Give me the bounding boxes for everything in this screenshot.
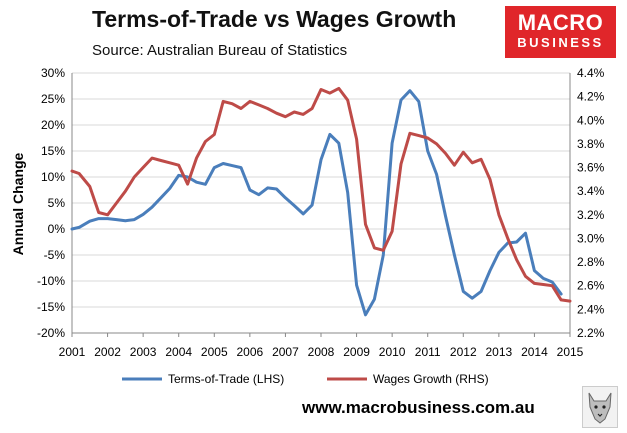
x-tick-label: 2007 — [272, 345, 299, 359]
y-tick-label-right: 2.4% — [577, 302, 605, 316]
website-url: www.macrobusiness.com.au — [302, 398, 535, 417]
x-tick-label: 2001 — [59, 345, 86, 359]
x-tick-label: 2002 — [94, 345, 121, 359]
series-lines — [70, 86, 572, 317]
legend-label-wages-growth: Wages Growth (RHS) — [373, 372, 489, 386]
legend: Terms-of-Trade (LHS) Wages Growth (RHS) — [122, 372, 489, 386]
y-tick-label-right: 2.2% — [577, 326, 605, 340]
y-tick-label-left: 10% — [41, 170, 65, 184]
chart-subtitle: Source: Australian Bureau of Statistics — [92, 42, 348, 59]
y-tick-label-left: 0% — [48, 222, 66, 236]
y-tick-label-right: 2.6% — [577, 279, 605, 293]
x-tick-label: 2012 — [450, 345, 477, 359]
y-tick-label-right: 3.8% — [577, 137, 605, 151]
y-tick-label-right: 4.0% — [577, 113, 605, 127]
y-tick-label-right: 3.4% — [577, 184, 605, 198]
y-tick-label-left: -20% — [37, 326, 65, 340]
x-tick-label: 2005 — [201, 345, 228, 359]
y-tick-label-left: 30% — [41, 66, 65, 80]
y-axis-label: Annual Change — [10, 152, 26, 255]
x-tick-label: 2014 — [521, 345, 548, 359]
y-tick-label-left: 15% — [41, 144, 65, 158]
y-tick-label-right: 2.8% — [577, 255, 605, 269]
y-tick-label-right: 3.2% — [577, 208, 605, 222]
chart-title: Terms-of-Trade vs Wages Growth — [92, 6, 457, 32]
y-tick-label-right: 4.2% — [577, 90, 605, 104]
y-tick-label-left: 25% — [41, 92, 65, 106]
x-tick-label: 2006 — [237, 345, 264, 359]
y-tick-label-left: 5% — [48, 196, 66, 210]
x-tick-label: 2010 — [379, 345, 406, 359]
wages-growth-line — [70, 86, 572, 303]
wolf-icon — [582, 386, 618, 428]
x-tick-label: 2015 — [557, 345, 584, 359]
x-tick-label: 2013 — [486, 345, 513, 359]
logo-line-1: MACRO — [517, 10, 604, 35]
y-tick-label-left: -10% — [37, 274, 65, 288]
x-tick-label: 2009 — [343, 345, 370, 359]
y-tick-label-right: 3.6% — [577, 161, 605, 175]
x-tick-label: 2008 — [308, 345, 335, 359]
x-tick-label: 2011 — [415, 345, 441, 359]
y-tick-label-right: 4.4% — [577, 66, 605, 80]
logo-line-2: BUSINESS — [517, 35, 604, 50]
terms-of-trade-line — [70, 89, 563, 317]
y-tick-label-right: 3.0% — [577, 231, 605, 245]
y-tick-label-left: 20% — [41, 118, 65, 132]
x-tick-label: 2003 — [130, 345, 157, 359]
y-tick-label-left: -5% — [44, 248, 66, 262]
macrobusiness-logo: MACRO BUSINESS — [505, 6, 616, 58]
legend-label-terms-of-trade: Terms-of-Trade (LHS) — [168, 372, 284, 386]
x-tick-label: 2004 — [165, 345, 192, 359]
axes: 30% 25% 20% 15% 10% 5% 0% -5% -10% -15% -20% 4.4% 4.… — [37, 66, 605, 359]
y-tick-label-left: -15% — [37, 300, 65, 314]
